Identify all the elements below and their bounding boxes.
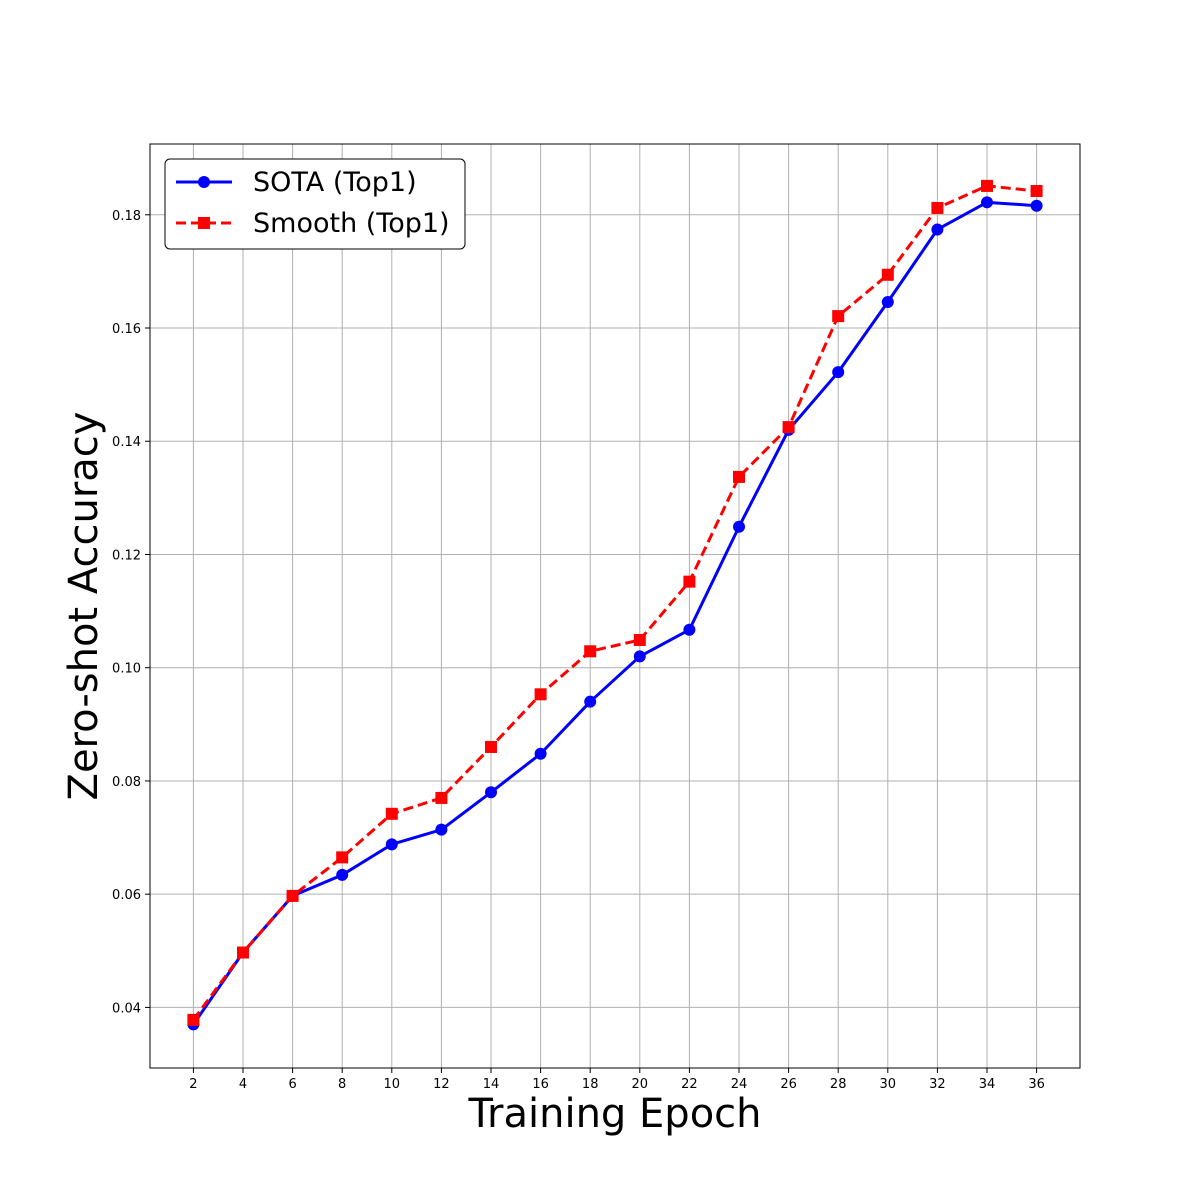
y-tick-label: 0.08 [112,775,141,790]
x-tick-label: 36 [1028,1077,1045,1092]
x-tick-label: 14 [483,1077,500,1092]
x-tick-label: 22 [681,1077,698,1092]
x-tick-label: 10 [384,1077,401,1092]
grid-lines [150,144,1080,1068]
series-line-smooth [192,184,1037,1021]
legend-box [164,158,466,250]
point-smooth [881,268,894,281]
point-smooth [237,946,249,959]
point-sota [485,786,497,799]
x-tick-label: 4 [239,1077,247,1092]
x-tick-label: 26 [780,1077,797,1092]
legend-label-sota: SOTA (Top1) [253,167,417,198]
y-tick-label: 0.10 [112,662,141,677]
point-sota [385,838,398,851]
series-lines [187,179,1043,1031]
x-tick-label: 32 [929,1077,946,1092]
legend-label-smooth: Smooth (Top1) [253,208,450,239]
x-tick-label: 16 [532,1077,549,1092]
legend: SOTA (Top1) Smooth (Top1) [164,158,466,250]
x-tick-label: 20 [632,1077,649,1092]
point-smooth [336,851,349,864]
point-sota [1030,199,1043,212]
x-tick-label: 8 [338,1077,346,1092]
x-tick-label: 18 [582,1077,599,1092]
point-smooth [683,575,696,588]
x-axis-title: Training Epoch [467,1091,761,1137]
y-axis-ticks: 0.04 0.06 0.08 0.10 0.12 0.14 0.16 0.18 [112,209,150,1016]
series-line-sota [192,200,1037,1026]
point-sota [981,196,993,209]
point-smooth [931,201,944,214]
legend-marker-smooth [198,217,210,229]
point-smooth [981,179,993,192]
point-smooth [733,470,745,483]
point-smooth [385,807,398,820]
legend-marker-sota [198,176,210,188]
point-smooth [832,310,845,323]
point-smooth [584,645,597,658]
x-tick-label: 28 [830,1077,847,1092]
plot-frame [149,143,1081,1069]
y-tick-label: 0.18 [112,209,141,224]
point-smooth [1030,184,1043,197]
x-tick-label: 12 [433,1077,450,1092]
point-smooth [187,1013,200,1026]
point-sota [931,223,944,236]
y-tick-label: 0.12 [112,548,141,563]
x-tick-label: 24 [731,1077,748,1092]
point-sota [633,650,646,663]
point-smooth [485,740,497,753]
x-tick-label: 30 [880,1077,897,1092]
point-sota [832,366,845,379]
x-tick-label: 6 [288,1077,296,1092]
point-sota [336,868,349,881]
point-smooth [534,688,547,701]
x-tick-label: 34 [979,1077,996,1092]
point-sota [683,623,696,636]
y-tick-label: 0.14 [112,435,141,450]
y-axis-title: Zero-shot Accuracy [61,412,107,801]
x-tick-label: 2 [189,1077,197,1092]
point-smooth [435,791,448,804]
point-sota [534,747,547,760]
y-tick-label: 0.04 [112,1001,141,1016]
x-axis-ticks: 2 4 6 8 10 12 14 16 18 20 22 24 26 28 30 32 34 36 [189,1068,1045,1092]
point-smooth [286,889,299,902]
y-tick-label: 0.16 [112,322,141,337]
point-sota [584,695,597,708]
point-sota [733,520,745,533]
point-sota [435,823,448,836]
point-smooth [782,421,795,434]
point-sota [881,295,894,308]
y-tick-label: 0.06 [112,888,141,903]
point-smooth [633,633,646,646]
